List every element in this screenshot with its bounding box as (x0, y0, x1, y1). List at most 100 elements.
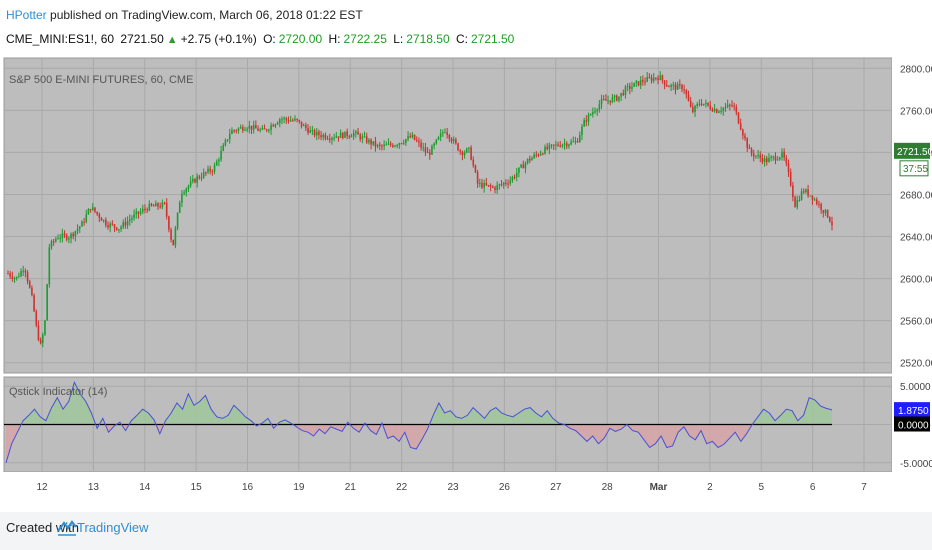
candle (213, 162, 216, 175)
indicator-area-segment (535, 413, 542, 425)
close-label: C: (455, 32, 468, 46)
indicator-area-segment (34, 409, 41, 425)
candle-body (298, 119, 301, 122)
candle-body (494, 187, 496, 190)
chart-canvas[interactable]: S&P 500 E-MINI FUTURES, 60, CME Qstick I… (0, 55, 932, 505)
indicator-area-segment (387, 424, 394, 439)
candle-body (215, 161, 218, 166)
candle-body (755, 155, 757, 157)
candle (713, 104, 716, 113)
candle (489, 183, 492, 192)
candle (115, 227, 118, 231)
candle (568, 143, 570, 149)
candle (800, 188, 803, 201)
indicator-area-segment (649, 424, 656, 448)
candle-body (141, 208, 144, 212)
candle-body (465, 148, 468, 153)
candle (420, 139, 422, 151)
candle-body (246, 128, 248, 130)
candle (539, 150, 542, 156)
candle-body (78, 226, 81, 229)
open-label: O: (263, 32, 276, 46)
candle (492, 185, 494, 189)
candle (252, 120, 255, 134)
candle-body (474, 165, 477, 173)
candle-body (722, 108, 725, 111)
indicator-area-segment (632, 424, 639, 433)
candle (520, 163, 522, 169)
candle (298, 119, 301, 124)
candle-body (583, 120, 585, 127)
zero-value-badge (894, 416, 930, 432)
candle (655, 77, 657, 81)
candle-body (774, 156, 777, 161)
candle-body (407, 136, 409, 140)
candle (376, 143, 379, 149)
candle-body (476, 172, 479, 184)
price-pane[interactable]: S&P 500 E-MINI FUTURES, 60, CME (3, 57, 893, 374)
candle (829, 216, 831, 223)
candle-body (150, 203, 153, 206)
candle-body (600, 99, 603, 105)
candle (31, 285, 33, 297)
candle-body (124, 222, 127, 226)
candle-body (737, 112, 740, 124)
candle (189, 176, 192, 188)
candle (292, 118, 294, 122)
candle (422, 142, 425, 152)
candle-body (459, 150, 462, 152)
candle-body (76, 228, 79, 232)
candle (137, 211, 140, 219)
symbol-name[interactable]: CME_MINI:ES1!, 60 (6, 32, 115, 46)
tradingview-brand[interactable]: TradingView (77, 520, 149, 535)
indicator-area-segment (826, 408, 832, 425)
price-axis[interactable]: 2800.002760.002720.002680.002640.002600.… (892, 55, 932, 472)
author-link[interactable]: HPotter (6, 8, 47, 22)
candle-body (89, 208, 92, 210)
candle-body (115, 227, 118, 230)
candle (231, 127, 233, 135)
candle-body (594, 111, 596, 113)
candle-body (461, 151, 464, 156)
candle (70, 232, 72, 244)
candle-body (750, 149, 753, 154)
candle-body (333, 137, 335, 139)
candle-body (183, 192, 185, 194)
indicator-area-segment (11, 424, 18, 444)
candle (44, 319, 46, 336)
time-tick-label: 16 (242, 482, 254, 493)
candle-body (789, 171, 792, 186)
candle (300, 121, 303, 129)
candle (278, 117, 281, 128)
candle (207, 165, 209, 175)
candle (548, 142, 551, 155)
candle (233, 129, 235, 133)
time-axis[interactable]: 12 13 14 15 16 19 21 22 23 26 27 28 Mar 2 5 6 7 (0, 472, 932, 505)
candle-body (33, 295, 35, 312)
indicator-pane[interactable]: Qstick Indicator (14) (3, 376, 893, 473)
candle-body (631, 86, 633, 89)
candle (41, 332, 44, 348)
candle (176, 212, 179, 231)
indicator-area-segment (313, 424, 320, 436)
candle (72, 231, 75, 240)
candle (465, 147, 468, 154)
high-label: H: (328, 32, 341, 46)
candle (533, 152, 535, 160)
candle (118, 229, 120, 234)
candle-body (346, 131, 348, 137)
candle-body (455, 139, 457, 144)
candle (592, 107, 594, 118)
indicator-area-segment (695, 424, 701, 440)
candle (378, 141, 381, 150)
candle-body (270, 125, 272, 130)
indicator-area-segment (165, 413, 172, 425)
indicator-area-segment (490, 407, 496, 425)
indicator-area-segment (512, 413, 519, 425)
candle (226, 139, 229, 143)
candle (737, 112, 740, 125)
candle-body (720, 110, 722, 112)
candle-body (352, 133, 355, 137)
candle-body (237, 128, 240, 131)
candle-body (705, 102, 707, 104)
